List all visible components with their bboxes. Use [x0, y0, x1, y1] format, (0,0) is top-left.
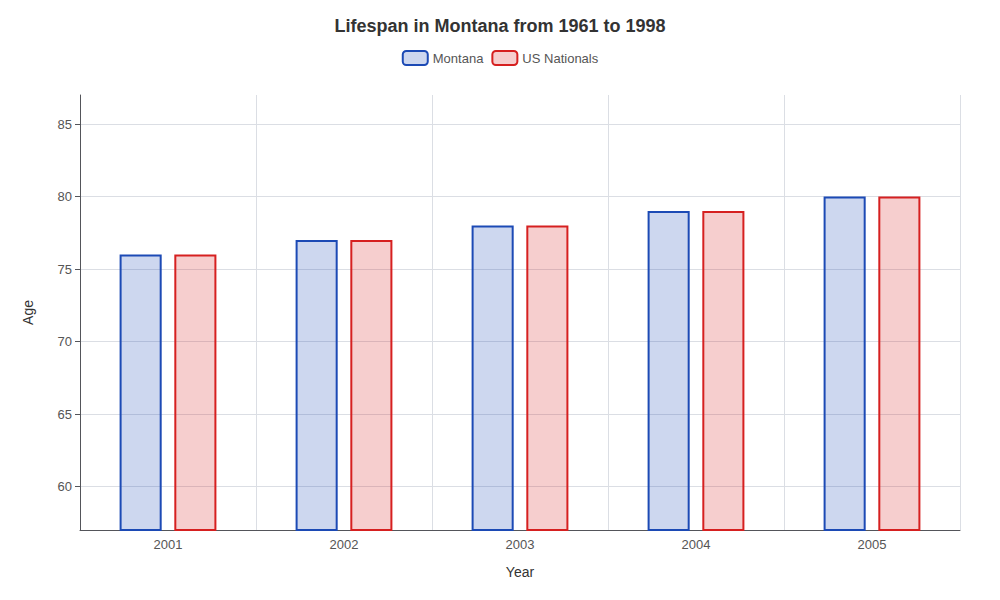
- svg-text:Montana: Montana: [433, 51, 484, 66]
- svg-text:Lifespan in Montana from 1961: Lifespan in Montana from 1961 to 1998: [334, 16, 665, 36]
- svg-text:2002: 2002: [330, 537, 359, 552]
- svg-text:US Nationals: US Nationals: [522, 51, 598, 66]
- svg-text:80: 80: [58, 189, 72, 204]
- svg-text:85: 85: [58, 117, 72, 132]
- svg-text:2005: 2005: [858, 537, 887, 552]
- svg-text:60: 60: [58, 479, 72, 494]
- svg-text:70: 70: [58, 334, 72, 349]
- svg-text:2004: 2004: [682, 537, 711, 552]
- svg-text:65: 65: [58, 407, 72, 422]
- svg-text:2003: 2003: [506, 537, 535, 552]
- svg-text:2001: 2001: [154, 537, 183, 552]
- svg-text:Age: Age: [20, 300, 36, 325]
- svg-text:Year: Year: [506, 564, 535, 580]
- svg-text:75: 75: [58, 262, 72, 277]
